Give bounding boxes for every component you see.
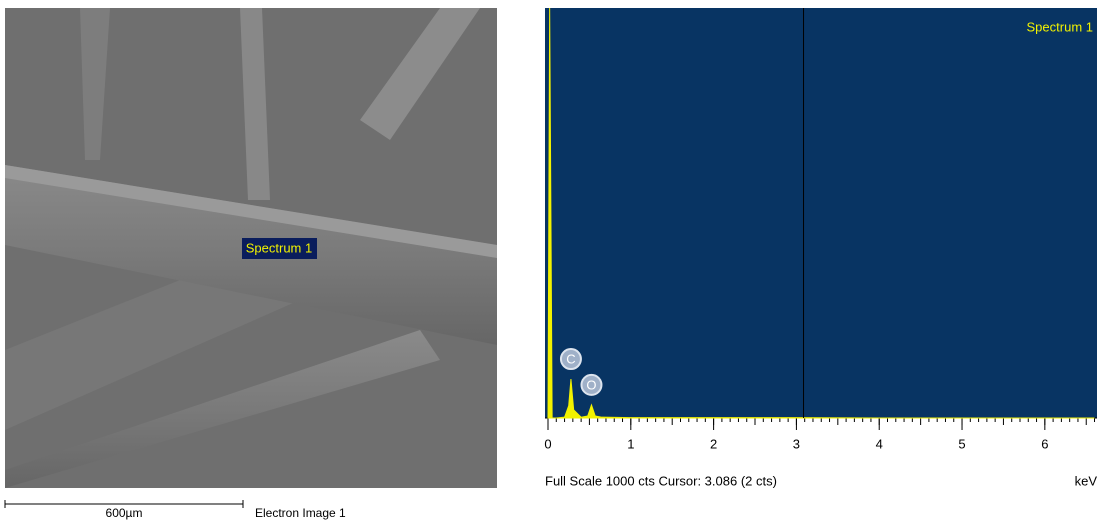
spectrum-label: Spectrum 1 [246, 240, 312, 255]
x-tick-label: 3 [793, 436, 800, 451]
x-tick-label: 1 [627, 436, 634, 451]
element-label: O [586, 377, 596, 392]
x-tick-label: 5 [958, 436, 965, 451]
scale-bar-label: 600µm [106, 506, 143, 520]
x-tick-label: 2 [710, 436, 717, 451]
x-tick-label: 4 [876, 436, 883, 451]
electron-image: Spectrum 1 600µm Electron Image 1 [5, 8, 497, 520]
x-tick-label: 6 [1041, 436, 1048, 451]
x-tick-label: 0 [544, 436, 551, 451]
image-caption: Electron Image 1 [255, 506, 346, 520]
spectrum-chart: Spectrum 1 keV Full Scale 1000 cts Curso… [544, 8, 1097, 488]
footer: Full Scale 1000 cts Cursor: 3.086 (2 cts… [545, 473, 777, 488]
chart-title: Spectrum 1 [1027, 19, 1093, 34]
element-label: C [566, 351, 575, 366]
x-axis-label: keV [1075, 473, 1098, 488]
page: Spectrum 1 600µm Electron Image 1 Spectr… [0, 0, 1102, 521]
